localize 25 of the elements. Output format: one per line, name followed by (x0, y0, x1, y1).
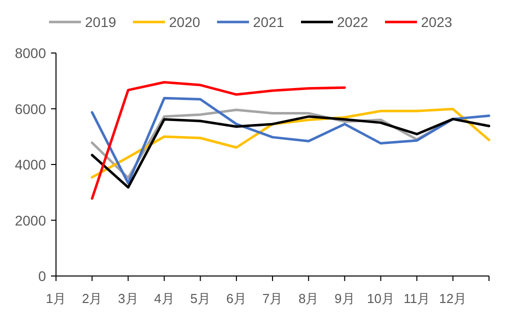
x-tick-label: 5月 (190, 291, 210, 306)
x-tick-label: 6月 (226, 291, 247, 306)
x-tick-label: 4月 (154, 291, 174, 306)
x-tick-label: 9月 (334, 291, 355, 306)
y-tick-label: 0 (38, 268, 46, 284)
y-tick-label: 6000 (14, 100, 46, 117)
x-tick-label: 3月 (118, 291, 138, 306)
x-tick-label: 1月 (46, 291, 66, 306)
y-tick-label: 2000 (14, 212, 46, 228)
line-series (90, 115, 490, 189)
legend-label: 2020 (169, 14, 200, 30)
x-tick-label: 11月 (404, 291, 430, 306)
x-tick-label: 2月 (82, 291, 102, 306)
x-tick-label: 10月 (367, 291, 394, 306)
x-tick-label: 12月 (439, 291, 467, 306)
legend-label: 2022 (337, 14, 368, 30)
x-tick-label: 8月 (298, 291, 319, 306)
legend-label: 2019 (85, 14, 116, 30)
legend-label: 2023 (421, 14, 452, 30)
line-series (90, 81, 346, 200)
y-tick-label: 8000 (14, 45, 46, 61)
y-tick-label: 4000 (14, 156, 46, 172)
legend-label: 2021 (253, 14, 284, 30)
line-series (90, 96, 490, 184)
x-tick-label: 7月 (262, 291, 283, 306)
